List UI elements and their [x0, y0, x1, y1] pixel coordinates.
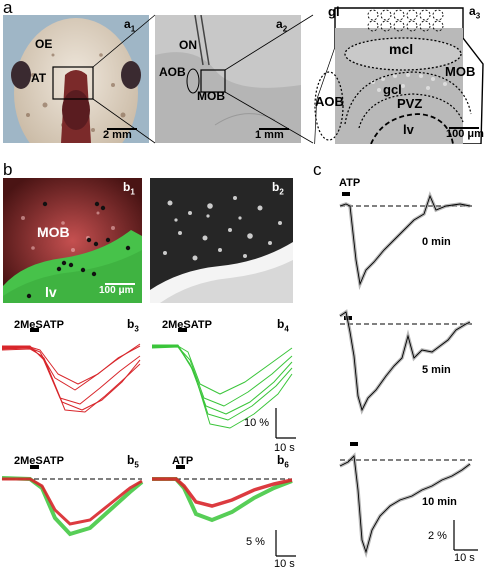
- b5-stim-bar: [30, 465, 39, 469]
- a3-lv-label: lv: [403, 122, 414, 137]
- c-stim-bar-10: [350, 442, 358, 446]
- c-stim-bar-0: [342, 192, 350, 196]
- a1-scale-bar: [107, 128, 137, 130]
- b3-traces: [1, 328, 141, 413]
- b1-mob-label: MOB: [37, 224, 70, 240]
- a3-pvz-label: PVZ: [397, 96, 423, 111]
- b4-stim-bar: [178, 328, 187, 332]
- b2-sublabel: b2: [272, 180, 284, 197]
- b1-scale-label: 100 μm: [99, 285, 134, 296]
- b4-xscale-label: 10 s: [274, 442, 295, 454]
- b5-plot: 2MeSATP b5: [0, 448, 150, 566]
- b4-plot: 2MeSATP b4 10 % 10 s: [150, 316, 300, 466]
- c-xscale-label: 10 s: [454, 552, 475, 564]
- b3-plot: 2MeSATP b3: [0, 316, 150, 436]
- c-yscale-label: 2 %: [428, 530, 447, 542]
- c-traces: [339, 191, 478, 559]
- c-time-0: 0 min: [422, 236, 451, 248]
- c-time-5: 5 min: [422, 364, 451, 376]
- a1-scale-label: 2 mm: [103, 129, 132, 141]
- b1-photo: MOB lv 100 μm b1: [3, 178, 142, 303]
- a2-on-label: ON: [179, 38, 197, 52]
- b3-sublabel: b3: [127, 317, 139, 334]
- c-plots: ATP 0 min 5 min 10 min 2 % 10 s: [320, 177, 486, 566]
- a3-gcl-label: gcl: [383, 82, 402, 97]
- a3-scale-bar: [449, 127, 479, 129]
- b5-stim-label: 2MeSATP: [14, 455, 64, 467]
- a3-scale-label: 100 μm: [446, 128, 484, 140]
- c-stim-label: ATP: [339, 177, 361, 189]
- a3-aob-label: AOB: [315, 94, 344, 109]
- b6-traces: [152, 465, 296, 557]
- a3-schematic: gl mcl MOB AOB gcl PVZ lv 100 μm a3: [313, 4, 485, 144]
- b5-traces: [1, 465, 144, 537]
- panel-letter-b: b: [3, 160, 13, 179]
- b1-lv-label: lv: [45, 284, 57, 300]
- a2-scale-bar: [259, 128, 289, 130]
- a2-aob-outline: [186, 68, 200, 94]
- b1-scale-bar: [105, 283, 135, 285]
- zoom-connectors: [92, 14, 314, 144]
- a2-aob-label: AOB: [159, 65, 186, 79]
- b3-stim-label: 2MeSATP: [14, 319, 64, 331]
- b1-sublabel: b1: [123, 180, 135, 197]
- b6-xscale-label: 10 s: [274, 558, 295, 570]
- a3-gl-label: gl: [328, 4, 340, 19]
- b6-sublabel: b6: [277, 453, 289, 470]
- panel-letter-a: a: [3, 0, 13, 17]
- a1-oe-label: OE: [35, 37, 53, 51]
- a3-sublabel: a3: [469, 4, 481, 21]
- b6-plot: ATP b6 5 % 10 s: [150, 448, 300, 570]
- a1-sublabel: a1: [124, 17, 136, 34]
- a2-mob-label: MOB: [197, 89, 225, 103]
- b4-stim-label: 2MeSATP: [162, 319, 212, 331]
- c-time-10: 10 min: [422, 496, 457, 508]
- a2-photo: ON AOB MOB 1 mm a2: [155, 15, 301, 143]
- a3-mcl-label: mcl: [389, 41, 414, 57]
- a2-roi-box: [200, 69, 226, 93]
- a1-roi-box: [52, 66, 94, 100]
- a1-at-label: AT: [31, 71, 47, 85]
- panel-letter-c: c: [313, 160, 322, 179]
- b5-sublabel: b5: [127, 453, 139, 470]
- b6-stim-bar: [176, 465, 185, 469]
- b4-yscale-label: 10 %: [244, 417, 270, 429]
- b4-sublabel: b4: [277, 317, 289, 334]
- b3-stim-bar: [30, 328, 39, 332]
- a3-mob-label: MOB: [445, 64, 476, 79]
- b6-stim-label: ATP: [172, 455, 194, 467]
- b4-traces: [151, 328, 296, 439]
- b6-yscale-label: 5 %: [246, 536, 265, 548]
- b2-photo: b2: [150, 178, 293, 303]
- a2-sublabel: a2: [276, 17, 288, 34]
- a2-scale-label: 1 mm: [255, 129, 284, 141]
